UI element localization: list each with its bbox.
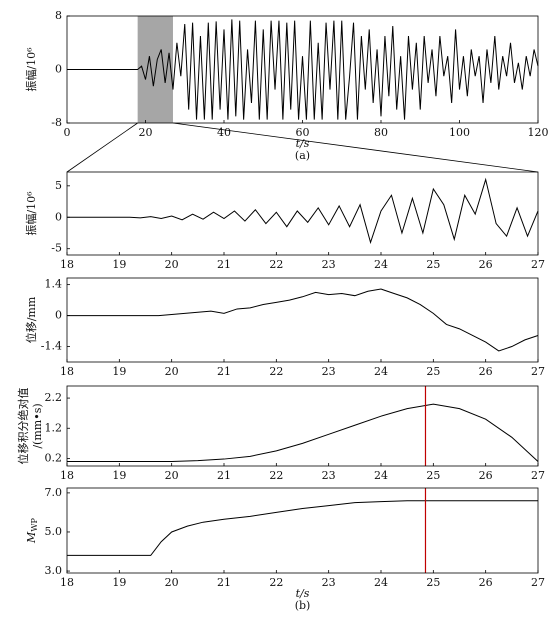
waveform-line [67,19,539,120]
x-tick-label: 23 [322,365,336,378]
x-tick-label: 24 [374,258,388,271]
x-tick-label: 25 [426,258,440,271]
y-tick-label: 8 [55,9,62,22]
y-tick-label: 1.4 [45,278,63,291]
x-tick-label: 24 [374,576,388,589]
x-tick-label: 20 [165,576,179,589]
plot-frame [66,385,539,467]
y-axis-label-main: 振幅/10⁶ [24,47,38,92]
y-axis-label-sub: WP [30,517,39,531]
waveform-line [67,403,539,462]
y-axis-label: 振幅/10⁶ [24,47,38,92]
y-tick-label: 0.2 [45,451,63,464]
y-tick-label: 0 [55,63,62,76]
x-tick-label: 20 [165,365,179,378]
y-tick-label: 5 [55,179,62,192]
x-tick-label: 19 [112,576,126,589]
x-tick-label: 21 [217,469,231,482]
x-tick-label: 18 [60,365,74,378]
x-tick-label: 21 [217,365,231,378]
x-tick-label: 100 [449,126,470,139]
y-tick-label: 0 [55,210,62,223]
x-tick-label: 22 [269,365,283,378]
x-tick-label: 26 [479,365,493,378]
x-tick-label: 25 [426,365,440,378]
x-tick-label: 60 [296,126,310,139]
x-tick-label: 27 [531,469,545,482]
x-tick-label: 20 [165,258,179,271]
y-tick-label: 0 [55,309,62,322]
x-tick-label: 27 [531,576,545,589]
y-axis-label-main: 位移/mm [24,296,38,343]
y-axis-label-main: M [25,531,38,544]
x-axis-label: t/s [296,587,310,600]
x-tick-label: 24 [374,469,388,482]
x-tick-label: 23 [322,576,336,589]
x-tick-label: 18 [60,576,74,589]
x-tick-label: 25 [426,576,440,589]
plot-frame [66,171,539,256]
x-tick-label: 22 [269,469,283,482]
plot-frame [66,15,539,124]
y-axis-label-main: 振幅/10⁶ [24,191,38,236]
x-tick-label: 0 [64,126,71,139]
x-tick-label: 80 [374,126,388,139]
y-axis-label: MWP [25,517,39,543]
y-tick-label: 5.0 [45,525,63,538]
x-tick-label: 40 [217,126,231,139]
y-tick-label: -5 [51,242,62,255]
x-tick-label: 23 [322,258,336,271]
x-tick-label: 19 [112,365,126,378]
x-tick-label: 27 [531,258,545,271]
x-tick-label: 20 [165,469,179,482]
zoom-connector [66,122,138,173]
zoom-connector [172,122,539,173]
x-tick-label: 27 [531,365,545,378]
x-tick-label: 120 [528,126,549,139]
y-tick-label: -1.4 [41,340,62,353]
x-tick-label: 21 [217,576,231,589]
waveform-line [67,177,539,245]
plot-frame [66,487,539,574]
waveform-line [67,288,539,352]
x-tick-label: 19 [112,469,126,482]
plot-frame [66,277,539,363]
y-tick-label: 7.0 [45,486,63,499]
y-tick-label: 2.2 [45,391,63,404]
x-tick-label: 24 [374,365,388,378]
y-tick-label: 1.2 [45,421,63,434]
x-tick-label: 25 [426,469,440,482]
caption: (a) [295,149,310,162]
x-tick-label: 26 [479,258,493,271]
caption: (b) [295,599,311,612]
x-tick-label: 23 [322,469,336,482]
x-tick-label: 18 [60,469,74,482]
x-tick-label: 22 [269,258,283,271]
x-tick-label: 22 [269,576,283,589]
y-axis-label: 位移积分绝对值 [16,388,30,465]
y-tick-label: -8 [51,116,62,129]
x-tick-label: 26 [479,576,493,589]
x-tick-label: 26 [479,469,493,482]
x-tick-label: 19 [112,258,126,271]
y-tick-label: 3.0 [45,564,63,577]
y-axis-label: /(mm•s) [31,403,44,448]
y-axis-label: 振幅/10⁶ [24,191,38,236]
x-tick-label: 20 [139,126,153,139]
y-axis-label: 位移/mm [24,296,38,343]
waveform-line [67,500,538,556]
x-tick-label: 21 [217,258,231,271]
x-tick-label: 18 [60,258,74,271]
